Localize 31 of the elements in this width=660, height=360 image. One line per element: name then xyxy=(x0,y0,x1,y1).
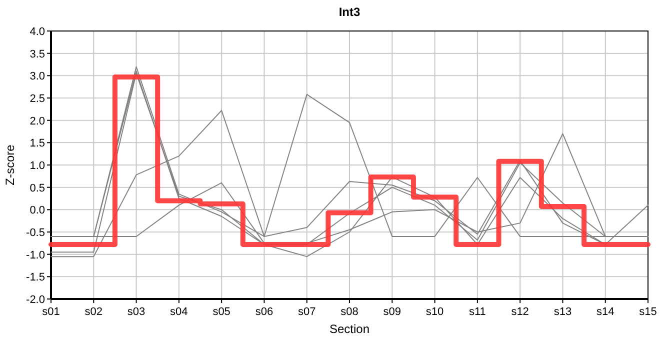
y-tick-label: 3.5 xyxy=(30,48,45,60)
y-tick-label: 0.5 xyxy=(30,182,45,194)
x-tick-label: s09 xyxy=(383,306,402,318)
x-tick-label: s07 xyxy=(298,306,316,318)
x-tick-label: s08 xyxy=(340,306,358,318)
y-tick-label: -2.0 xyxy=(26,294,45,306)
y-tick-label: 4.0 xyxy=(30,26,45,38)
y-tick-label: 1.5 xyxy=(30,138,45,150)
chart-title: Int3 xyxy=(338,5,360,19)
x-tick-label: s13 xyxy=(554,306,572,318)
x-tick-label: s10 xyxy=(426,306,444,318)
x-tick-label: s12 xyxy=(511,306,529,318)
x-tick-label: s15 xyxy=(639,306,657,318)
y-tick-label: -0.5 xyxy=(26,227,45,239)
y-axis-title: Z-score xyxy=(3,144,17,186)
x-tick-label: s11 xyxy=(468,306,486,318)
x-tick-label: s04 xyxy=(170,306,188,318)
y-tick-label: 0.0 xyxy=(30,204,45,217)
x-tick-label: s14 xyxy=(596,306,614,318)
y-tick-label: -1.0 xyxy=(26,249,45,262)
y-tick-label: 3.0 xyxy=(30,70,45,83)
x-tick-label: s05 xyxy=(212,306,230,318)
y-tick-label: 2.5 xyxy=(30,93,45,105)
x-tick-label: s01 xyxy=(42,306,60,318)
y-tick-label: 1.0 xyxy=(30,160,45,172)
x-tick-label: s03 xyxy=(127,306,146,318)
x-tick-label: s06 xyxy=(255,306,274,318)
y-tick-label: 2.0 xyxy=(30,115,45,128)
y-tick-label: -1.5 xyxy=(26,272,45,284)
x-axis-title: Section xyxy=(329,322,370,336)
x-tick-label: s02 xyxy=(84,306,103,318)
